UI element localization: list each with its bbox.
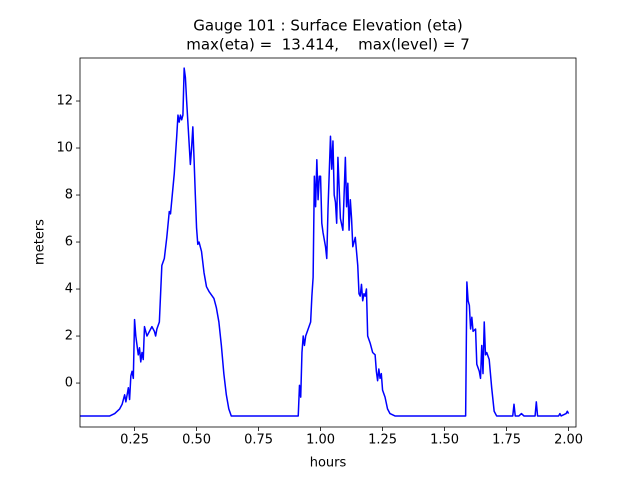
x-tick-label: 1.75 <box>492 433 521 448</box>
plot-frame <box>79 57 577 428</box>
y-tick-label: 2 <box>65 329 73 344</box>
y-tick-label: 0 <box>65 376 73 391</box>
y-tick-label: 4 <box>65 282 73 297</box>
data-line <box>80 67 570 417</box>
x-tick-label: 1.50 <box>430 433 459 448</box>
x-tick-label: 0.25 <box>120 433 149 448</box>
x-tick-label: 0.50 <box>182 433 211 448</box>
y-tick-label: 6 <box>65 235 73 250</box>
x-tick-label: 1.25 <box>368 433 397 448</box>
y-tick-label: 12 <box>56 94 73 109</box>
x-tick-label: 2.00 <box>554 433 583 448</box>
x-tick-label: 1.00 <box>306 433 335 448</box>
x-tick-label: 0.75 <box>244 433 273 448</box>
chart-subtitle: max(eta) = 13.414, max(level) = 7 <box>186 36 470 54</box>
y-tick-label: 10 <box>56 141 73 156</box>
chart-title: Gauge 101 : Surface Elevation (eta) <box>193 17 462 35</box>
y-tick-label: 8 <box>65 188 73 203</box>
x-axis-label: hours <box>310 456 347 471</box>
y-axis-label: meters <box>33 219 48 265</box>
